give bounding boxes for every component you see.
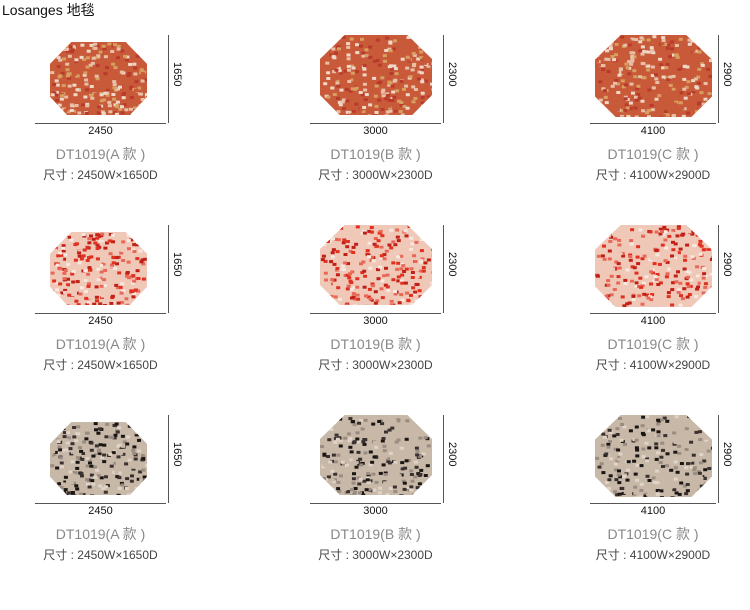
- model-name: DT1019(A 款 ): [55, 526, 146, 542]
- size-spec: 尺寸 : 3000W×2300D: [318, 358, 433, 372]
- width-label: 2450: [88, 315, 113, 327]
- size-spec: 尺寸 : 3000W×2300D: [318, 548, 433, 562]
- rug-image: [320, 225, 432, 305]
- width-dimension-line: [310, 503, 441, 504]
- rug-image: [595, 225, 712, 307]
- size-spec: 尺寸 : 3000W×2300D: [318, 168, 433, 182]
- product-card: 2450 1650 DT1019(A 款 ) 尺寸 : 2450W×1650D: [0, 190, 750, 380]
- height-dimension-line: [718, 225, 719, 313]
- rug-image: [50, 422, 147, 495]
- model-name: DT1019(A 款 ): [55, 336, 146, 352]
- product-card: 3000 2300 DT1019(B 款 ) 尺寸 : 3000W×2300D: [0, 0, 750, 190]
- size-spec: 尺寸 : 4100W×2900D: [595, 548, 711, 562]
- rug-image: [320, 35, 432, 115]
- height-dimension-line: [443, 415, 444, 503]
- model-name: DT1019(A 款 ): [55, 146, 146, 162]
- height-label: 2900: [721, 62, 733, 87]
- width-label: 3000: [363, 315, 388, 327]
- rug-image: [595, 35, 712, 117]
- size-spec: 尺寸 : 4100W×2900D: [595, 358, 711, 372]
- rug-image: [50, 232, 147, 305]
- width-dimension-line: [590, 503, 716, 504]
- height-dimension-line: [168, 415, 169, 503]
- width-label: 4100: [640, 315, 666, 327]
- rug-image: [50, 42, 147, 115]
- width-dimension-line: [35, 313, 166, 314]
- model-name: DT1019(C 款 ): [607, 146, 699, 162]
- size-spec: 尺寸 : 2450W×1650D: [43, 358, 158, 372]
- width-label: 4100: [640, 505, 666, 517]
- height-label: 2900: [721, 252, 733, 277]
- width-label: 2450: [88, 125, 113, 137]
- height-dimension-line: [718, 35, 719, 123]
- product-card: 2450 1650 DT1019(A 款 ) 尺寸 : 2450W×1650D: [0, 380, 750, 570]
- height-dimension-line: [168, 225, 169, 313]
- width-label: 4100: [640, 125, 666, 137]
- product-card: 3000 2300 DT1019(B 款 ) 尺寸 : 3000W×2300D: [0, 380, 750, 570]
- width-label: 3000: [363, 125, 388, 137]
- height-dimension-line: [443, 225, 444, 313]
- width-dimension-line: [310, 313, 441, 314]
- width-dimension-line: [35, 503, 166, 504]
- model-name: DT1019(B 款 ): [330, 146, 421, 162]
- height-dimension-line: [718, 415, 719, 503]
- product-card: 4100 2900 DT1019(C 款 ) 尺寸 : 4100W×2900D: [0, 0, 750, 190]
- model-name: DT1019(B 款 ): [330, 336, 421, 352]
- rug-image: [320, 415, 432, 495]
- height-label: 2900: [721, 442, 733, 467]
- model-name: DT1019(C 款 ): [607, 526, 699, 542]
- size-spec: 尺寸 : 2450W×1650D: [43, 548, 158, 562]
- model-name: DT1019(B 款 ): [330, 526, 421, 542]
- page-title: Losanges 地毯: [2, 2, 95, 18]
- size-spec: 尺寸 : 4100W×2900D: [595, 168, 711, 182]
- product-card: 4100 2900 DT1019(C 款 ) 尺寸 : 4100W×2900D: [0, 380, 750, 570]
- height-dimension-line: [443, 35, 444, 123]
- product-card: 3000 2300 DT1019(B 款 ) 尺寸 : 3000W×2300D: [0, 190, 750, 380]
- rug-image: [595, 415, 712, 497]
- size-spec: 尺寸 : 2450W×1650D: [43, 168, 158, 182]
- width-dimension-line: [310, 123, 441, 124]
- width-label: 2450: [88, 505, 113, 517]
- height-dimension-line: [168, 35, 169, 123]
- product-card: 4100 2900 DT1019(C 款 ) 尺寸 : 4100W×2900D: [0, 190, 750, 380]
- width-dimension-line: [35, 123, 166, 124]
- product-card: 2450 1650 DT1019(A 款 ) 尺寸 : 2450W×1650D: [0, 0, 750, 190]
- width-dimension-line: [590, 123, 716, 124]
- width-dimension-line: [590, 313, 716, 314]
- model-name: DT1019(C 款 ): [607, 336, 699, 352]
- width-label: 3000: [363, 505, 388, 517]
